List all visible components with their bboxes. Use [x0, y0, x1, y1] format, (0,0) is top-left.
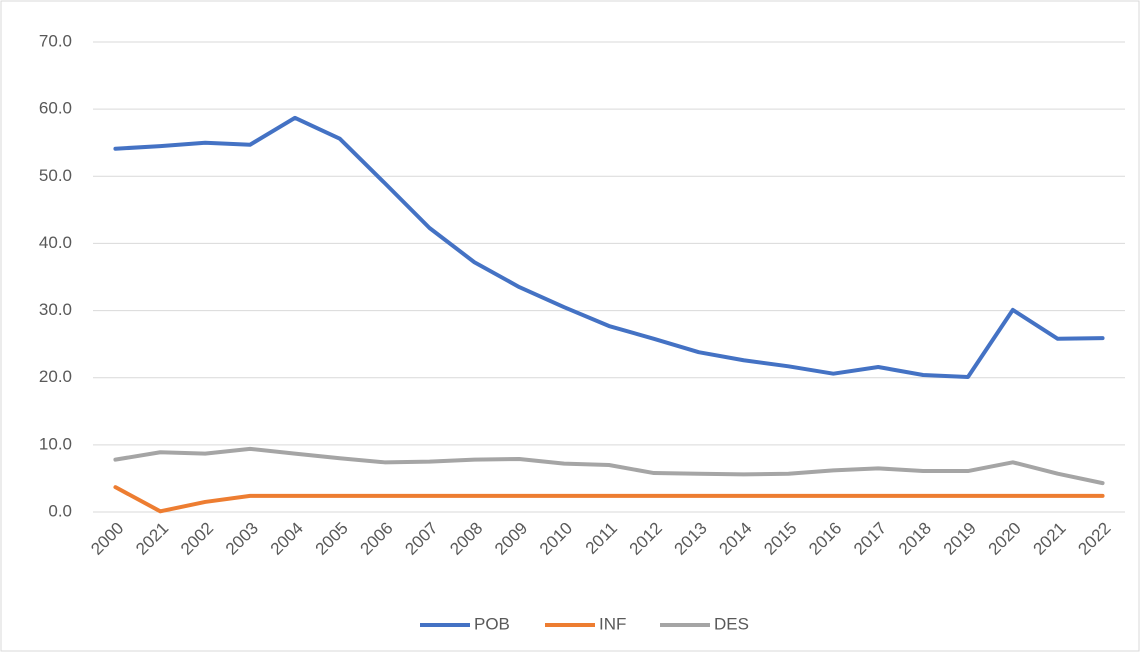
y-tick-label: 50.0	[39, 166, 72, 185]
y-tick-label: 20.0	[39, 367, 72, 386]
series-line	[113, 485, 1105, 514]
legend-label: INF	[599, 614, 626, 633]
y-tick-label: 70.0	[39, 31, 72, 50]
legend-label: DES	[714, 614, 749, 633]
y-tick-label: 60.0	[39, 99, 72, 118]
y-tick-label: 40.0	[39, 233, 72, 252]
y-tick-label: 30.0	[39, 300, 72, 319]
y-tick-label: 10.0	[39, 434, 72, 453]
legend-label: POB	[474, 614, 510, 633]
y-tick-label: 0.0	[48, 501, 72, 520]
series-line	[113, 446, 1105, 486]
series-line	[113, 115, 1105, 380]
